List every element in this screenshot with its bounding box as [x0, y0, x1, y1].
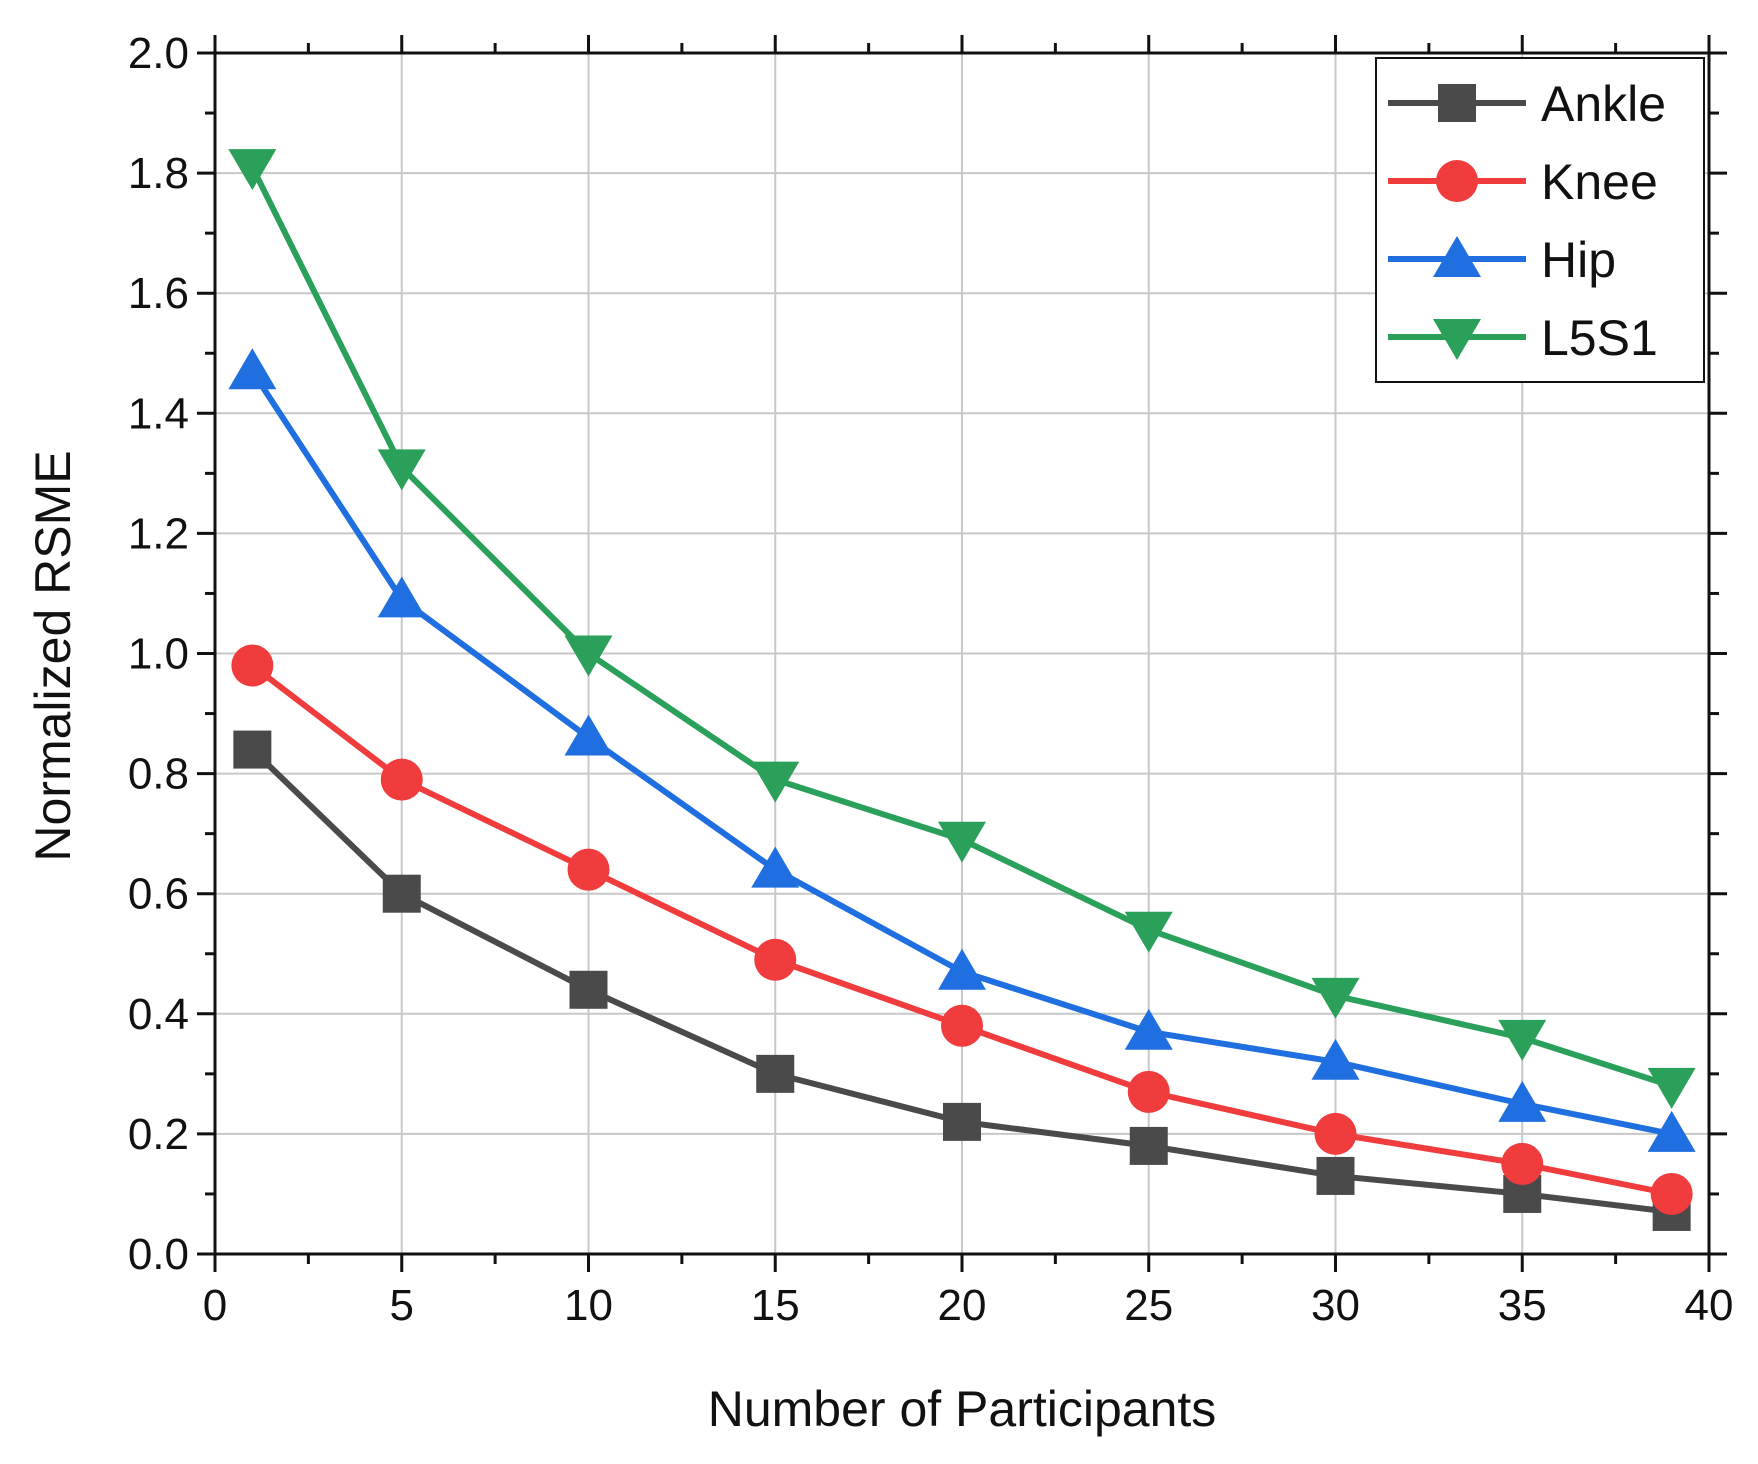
data-point-knee	[380, 758, 423, 801]
y-tick-label: 1.4	[128, 389, 189, 438]
y-tick-label: 0.0	[128, 1230, 189, 1279]
data-point-ankle	[1129, 1126, 1168, 1165]
data-point-hip	[938, 948, 986, 990]
data-point-l5s1	[751, 761, 800, 803]
x-tick-label: 35	[1498, 1281, 1547, 1330]
y-tick-label: 0.6	[128, 870, 189, 919]
data-point-ankle	[382, 874, 421, 913]
x-tick-label: 20	[938, 1281, 987, 1330]
legend-label-hip: Hip	[1541, 232, 1616, 288]
data-point-ankle	[1316, 1156, 1355, 1195]
legend-marker-hip	[1433, 236, 1481, 277]
x-tick-label: 25	[1124, 1281, 1173, 1330]
legend-marker-ankle	[1438, 84, 1476, 122]
data-point-l5s1	[1498, 1019, 1547, 1061]
legend-box	[1375, 57, 1705, 383]
data-point-knee	[1650, 1172, 1693, 1215]
y-axis-title: Normalized RSME	[25, 450, 81, 861]
data-point-hip	[377, 576, 426, 618]
data-point-l5s1	[1647, 1067, 1696, 1109]
data-point-hip	[1124, 1008, 1173, 1050]
y-tick-label: 0.2	[128, 1110, 189, 1159]
data-point-hip	[751, 846, 800, 888]
y-tick-label: 1.6	[128, 269, 189, 318]
legend-label-ankle: Ankle	[1541, 76, 1666, 132]
data-point-hip	[1647, 1110, 1696, 1152]
data-point-l5s1	[564, 635, 613, 677]
data-point-l5s1	[938, 821, 986, 863]
data-point-knee	[1501, 1142, 1544, 1185]
data-point-ankle	[756, 1054, 795, 1093]
data-point-knee	[1314, 1112, 1357, 1155]
data-point-ankle	[943, 1102, 981, 1141]
x-tick-label: 5	[390, 1281, 414, 1330]
data-point-ankle	[569, 970, 608, 1009]
x-tick-label: 10	[564, 1281, 613, 1330]
grid	[215, 53, 1709, 1254]
data-point-knee	[567, 848, 610, 891]
data-point-hip	[228, 348, 277, 390]
y-tick-label: 2.0	[128, 29, 189, 78]
legend-label-knee: Knee	[1541, 154, 1658, 210]
data-point-l5s1	[1311, 977, 1360, 1019]
series-layer	[228, 149, 1696, 1231]
y-tick-label: 0.8	[128, 750, 189, 799]
y-tick-label: 1.8	[128, 149, 189, 198]
legend-label-l5s1: L5S1	[1541, 310, 1658, 366]
y-tick-label: 1.2	[128, 509, 189, 558]
x-axis-title: Number of Participants	[708, 1381, 1217, 1437]
data-point-knee	[941, 1004, 983, 1047]
x-tick-label: 30	[1311, 1281, 1360, 1330]
data-point-knee	[1127, 1070, 1170, 1113]
data-point-ankle	[233, 730, 272, 769]
data-point-knee	[754, 938, 797, 981]
y-tick-label: 1.0	[128, 630, 189, 679]
x-tick-label: 40	[1685, 1281, 1734, 1330]
legend: Ankle Knee Hip L5S1	[1375, 57, 1705, 383]
data-point-hip	[564, 714, 613, 756]
data-point-knee	[231, 644, 274, 687]
axis-ticks: 0 5 10 15 20 25 30 35 40 0.0 0.2 0.4 0.6 0.8 1.0 1.2 1.4…	[128, 29, 1734, 1330]
y-tick-label: 0.4	[128, 990, 189, 1039]
data-point-l5s1	[228, 149, 277, 191]
data-point-hip	[1311, 1038, 1360, 1080]
legend-marker-knee	[1436, 160, 1478, 202]
data-point-l5s1	[1124, 911, 1173, 953]
x-tick-label: 0	[203, 1281, 227, 1330]
data-point-hip	[1498, 1080, 1547, 1122]
data-point-l5s1	[377, 449, 426, 491]
x-tick-label: 15	[751, 1281, 800, 1330]
legend-marker-l5s1	[1433, 319, 1481, 360]
